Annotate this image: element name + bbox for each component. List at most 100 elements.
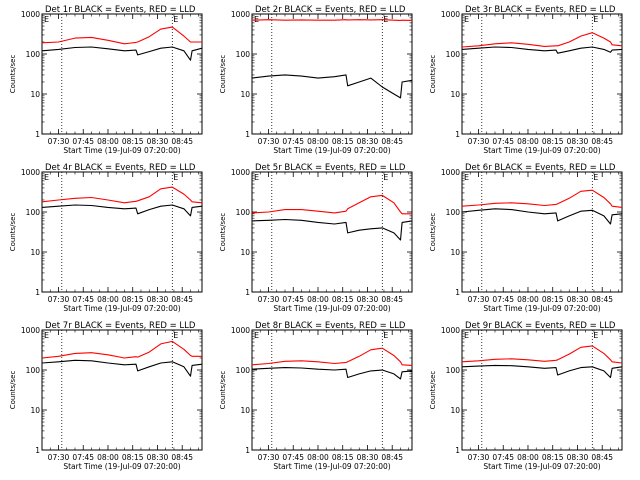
y-tick-label: 1 [245,130,250,139]
y-axis-label: Counts/sec [219,371,227,410]
series-lld-line [461,32,623,48]
series-lld-line [251,347,413,366]
x-tick-label: 08:00 [307,453,329,462]
series-events-line [41,46,203,61]
x-tick-label: 08:45 [381,453,403,462]
y-tick-label: 1000 [441,10,460,19]
x-tick-label: 08:00 [97,137,119,146]
panel-title: Det 2r BLACK = Events, RED = LLD [255,5,406,15]
panel-title: Det 6r BLACK = Events, RED = LLD [465,163,616,173]
x-tick-label: 07:45 [72,137,94,146]
panel-det-8: Det 8r BLACK = Events, RED = LLD 1 10 100 10… [219,321,413,471]
y-tick-label: 1 [245,446,250,455]
x-tick-label: 08:00 [97,295,119,304]
y-tick-label: 10 [450,90,460,99]
x-tick-label: 08:15 [332,295,354,304]
plot-frame [461,329,623,451]
x-tick-label: 08:00 [307,137,329,146]
x-tick-label: 08:15 [122,295,144,304]
x-tick-label: 07:30 [468,453,490,462]
series-events-line [461,364,623,379]
x-tick-label: 07:45 [492,137,514,146]
y-tick-label: 1000 [21,326,40,335]
x-tick-label: 08:30 [357,137,379,146]
x-tick-label: 07:30 [468,137,490,146]
y-tick-label: 100 [26,208,41,217]
y-tick-label: 100 [446,50,461,59]
y-tick-label: 1 [35,446,40,455]
event-marker: E [464,15,469,24]
y-tick-label: 100 [236,50,251,59]
x-tick-label: 08:00 [97,453,119,462]
y-tick-label: 100 [446,366,461,375]
y-tick-label: 10 [30,90,40,99]
x-tick-label: 07:30 [258,137,280,146]
event-marker: E [254,331,259,340]
event-marker: E [254,15,259,24]
event-marker: E [173,15,178,24]
y-tick-label: 10 [30,406,40,415]
x-tick-label: 07:30 [48,453,70,462]
event-marker: E [44,331,49,340]
x-tick-label: 08:30 [147,453,169,462]
panel-title: Det 9r BLACK = Events, RED = LLD [465,321,616,331]
x-tick-label: 08:30 [147,295,169,304]
y-tick-label: 100 [26,50,41,59]
x-tick-label: 08:15 [542,137,564,146]
panel-det-3: Det 3r BLACK = Events, RED = LLD 1 10 100 10… [429,5,623,155]
series-events-line [251,367,413,380]
y-axis-label: Counts/sec [9,55,17,94]
series-events-line [251,218,413,241]
event-marker: E [254,173,259,182]
x-tick-label: 08:15 [542,453,564,462]
panel-det-1: Det 1r BLACK = Events, RED = LLD 1 10 100 10… [9,5,203,155]
x-tick-label: 08:30 [357,295,379,304]
y-tick-label: 1000 [441,326,460,335]
x-tick-label: 07:45 [282,137,304,146]
x-tick-label: 08:45 [591,453,613,462]
event-marker: E [593,331,598,340]
x-axis-label: Start Time (19-Jul-09 07:20:00) [483,304,600,313]
panel-det-4: Det 4r BLACK = Events, RED = LLD 1 10 100 10… [9,163,203,313]
y-axis-label: Counts/sec [429,213,437,252]
x-tick-label: 08:45 [591,295,613,304]
x-tick-label: 08:30 [567,453,589,462]
panel-title: Det 5r BLACK = Events, RED = LLD [255,163,406,173]
y-tick-label: 1 [245,288,250,297]
x-tick-label: 07:30 [468,295,490,304]
x-tick-label: 08:45 [381,137,403,146]
x-tick-label: 08:00 [517,295,539,304]
y-axis-label: Counts/sec [9,371,17,410]
y-axis-label: Counts/sec [219,213,227,252]
x-tick-label: 08:00 [517,137,539,146]
series-lld-line [461,345,623,364]
y-tick-label: 10 [450,248,460,257]
x-tick-label: 08:45 [171,295,193,304]
y-tick-label: 10 [450,406,460,415]
x-axis-label: Start Time (19-Jul-09 07:20:00) [63,304,180,313]
y-tick-label: 1000 [231,326,250,335]
x-tick-label: 08:30 [567,137,589,146]
event-marker: E [173,173,178,182]
series-lld-line [461,189,623,208]
x-axis-label: Start Time (19-Jul-09 07:20:00) [483,462,600,471]
y-tick-label: 1 [455,130,460,139]
x-axis-label: Start Time (19-Jul-09 07:20:00) [63,146,180,155]
series-events-line [41,204,203,217]
x-tick-label: 08:45 [171,453,193,462]
plot-frame [41,329,203,451]
x-tick-label: 07:45 [282,453,304,462]
event-marker: E [383,173,388,182]
y-tick-label: 100 [236,208,251,217]
series-events-line [251,74,413,99]
x-tick-label: 07:30 [258,453,280,462]
y-tick-label: 100 [26,366,41,375]
y-axis-label: Counts/sec [429,371,437,410]
x-axis-label: Start Time (19-Jul-09 07:20:00) [273,146,390,155]
x-tick-label: 07:30 [258,295,280,304]
panel-title: Det 7r BLACK = Events, RED = LLD [45,321,196,331]
x-tick-label: 08:00 [307,295,329,304]
y-tick-label: 1000 [21,10,40,19]
x-tick-label: 08:15 [332,453,354,462]
y-tick-label: 10 [30,248,40,257]
